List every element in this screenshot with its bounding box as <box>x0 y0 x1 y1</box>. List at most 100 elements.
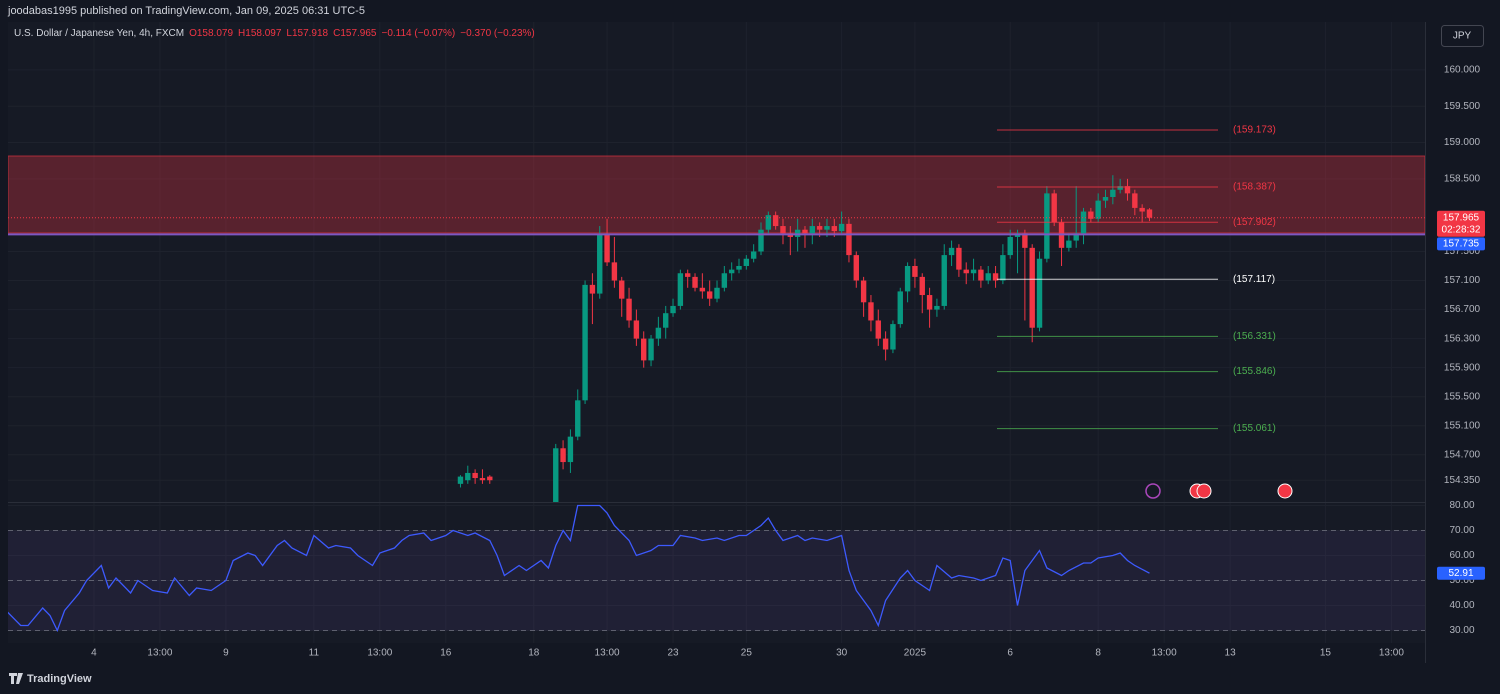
candle-body <box>487 476 493 481</box>
candle-body <box>648 338 654 361</box>
event-icon[interactable] <box>1277 483 1293 499</box>
x-tick-label: 30 <box>836 648 848 659</box>
rsi-tick-label: 40.00 <box>1449 600 1474 611</box>
candle-body <box>1007 236 1013 256</box>
y-tick-label: 159.500 <box>1444 101 1481 112</box>
publisher: joodabas1995 published on TradingView.co… <box>7 5 365 17</box>
rsi-line <box>8 504 1150 633</box>
candle-body <box>1102 197 1109 201</box>
candle-body <box>465 472 471 481</box>
rsi-band <box>8 530 1425 631</box>
y-tick-label: 155.900 <box>1444 362 1481 373</box>
candle-body <box>1139 207 1145 212</box>
candle-body <box>1073 233 1079 241</box>
candle-body <box>941 255 947 306</box>
currency[interactable]: JPY <box>1453 31 1472 42</box>
support-price: 157.735 <box>1443 239 1480 250</box>
candle-body <box>868 302 874 321</box>
candle-body <box>736 265 742 270</box>
candle-body <box>597 234 603 294</box>
x-tick-label: 15 <box>1320 648 1332 659</box>
last-price-tag <box>1437 210 1485 237</box>
x-tick-label: 2025 <box>904 648 927 659</box>
event-icons <box>1145 483 1293 499</box>
candle-body <box>641 338 647 361</box>
candle-body <box>655 327 662 339</box>
candle-body <box>1117 186 1123 190</box>
low: L157.918 <box>286 28 328 39</box>
symbol: U.S. Dollar / Japanese Yen, 4h, FXCM <box>14 28 184 39</box>
symbol-line: U.S. Dollar / Japanese Yen, 4h, FXCM O158… <box>14 28 535 39</box>
rsi-tick-label: 50.00 <box>1449 575 1474 586</box>
x-tick-label: 6 <box>1007 648 1013 659</box>
y-tick-label: 156.700 <box>1444 304 1481 315</box>
candle-body <box>1051 193 1057 223</box>
candle-body <box>714 287 720 299</box>
candle-body <box>684 273 691 277</box>
candle-body <box>875 320 881 339</box>
candle-body <box>970 269 977 274</box>
rsi-tick-label: 70.00 <box>1449 525 1474 536</box>
rsi-tick-label: 60.00 <box>1449 550 1474 561</box>
x-tick-label: 13:00 <box>1379 648 1404 659</box>
event-icon[interactable] <box>1145 483 1161 499</box>
candle-body <box>978 269 984 281</box>
countdown: 02:28:32 <box>1442 224 1481 235</box>
candle-body <box>912 265 918 277</box>
x-tick-label: 25 <box>741 648 753 659</box>
candle-body <box>765 215 772 230</box>
candle-body <box>772 215 779 227</box>
candle-body <box>948 247 955 256</box>
rsi-tag <box>1437 566 1485 580</box>
y-tick-label: 155.100 <box>1444 420 1481 431</box>
x-tick-label: 16 <box>440 648 452 659</box>
rsi-value: 52.91 <box>1448 568 1473 579</box>
candle-body <box>670 305 676 314</box>
candle-body <box>611 262 618 281</box>
support-tag <box>1437 237 1485 251</box>
candle-body <box>860 280 867 303</box>
candle-body <box>604 234 610 263</box>
candle-body <box>663 313 669 328</box>
candle-body <box>1066 240 1072 248</box>
candle-body <box>750 251 757 259</box>
candle-body <box>809 226 816 234</box>
candle-body <box>1095 200 1101 219</box>
candle-body <box>882 338 889 350</box>
y-tick-label: 154.350 <box>1444 475 1481 486</box>
candle-body <box>626 298 632 321</box>
x-tick-label: 13:00 <box>595 648 620 659</box>
candle-body <box>992 273 999 281</box>
currency-button[interactable] <box>1441 25 1484 47</box>
candle-body <box>853 255 859 281</box>
price-pane: (159.173) (158.387) (157.902) (157.117) (156… <box>8 125 1425 502</box>
y-tick-label: 158.500 <box>1444 173 1481 184</box>
rsi-tick-label: 30.00 <box>1449 625 1474 636</box>
y-tick-label: 157.100 <box>1444 275 1481 286</box>
candle-body <box>728 269 735 274</box>
candle-body <box>890 324 896 350</box>
candle-body <box>699 287 706 292</box>
x-tick-label: 13:00 <box>1152 648 1177 659</box>
x-tick-label: 4 <box>91 648 97 659</box>
candle-body <box>743 258 750 266</box>
candle-body <box>816 226 823 230</box>
brand: TradingView <box>27 673 92 685</box>
level-label: (157.902) <box>1233 217 1276 228</box>
candle-body <box>794 229 801 237</box>
level-label: (158.387) <box>1233 182 1276 193</box>
footer <box>0 664 1500 694</box>
open: O158.079 <box>189 28 233 39</box>
high: H158.097 <box>238 28 282 39</box>
candle-body <box>692 276 698 288</box>
candle-body <box>1110 189 1116 198</box>
candle-body <box>985 273 991 281</box>
event-icon[interactable] <box>1196 483 1212 499</box>
candle-body <box>1088 211 1094 219</box>
candle-body <box>1124 186 1131 194</box>
close: C157.965 <box>333 28 377 39</box>
level-label: (156.331) <box>1233 331 1276 342</box>
level-label: (155.061) <box>1233 423 1276 434</box>
x-tick-label: 13:00 <box>147 648 172 659</box>
